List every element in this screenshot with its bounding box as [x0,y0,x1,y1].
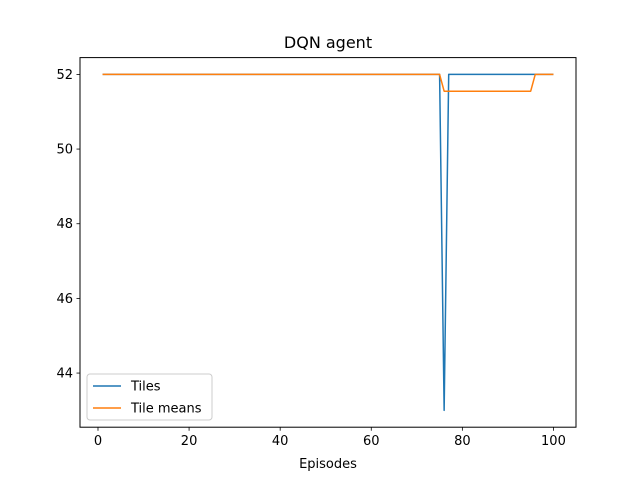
series-line-2 [102,73,554,92]
y-tick-label: 46 [56,292,73,307]
y-tick-label: 52 [56,68,73,83]
x-axis-label: Episodes [299,457,357,472]
y-tick-label: 48 [56,217,73,232]
x-tick-label: 40 [272,434,289,449]
legend-label-1: Tiles [130,380,161,395]
y-tick-label: 44 [56,367,73,382]
x-tick-label: 80 [454,434,471,449]
y-axis-ticks: 44 46 48 50 52 [56,68,80,382]
chart-title: DQN agent [284,33,372,52]
x-tick-label: 20 [181,434,198,449]
y-tick-label: 50 [56,143,73,158]
legend: Tiles Tile means [86,373,213,421]
x-tick-label: 60 [363,434,380,449]
series-layer [102,73,554,412]
plot-frame [79,57,577,428]
x-tick-label: 100 [541,434,566,449]
legend-label-2: Tile means [130,402,202,417]
x-axis-ticks: 0 20 40 60 80 100 [94,427,566,449]
x-tick-label: 0 [94,434,102,449]
